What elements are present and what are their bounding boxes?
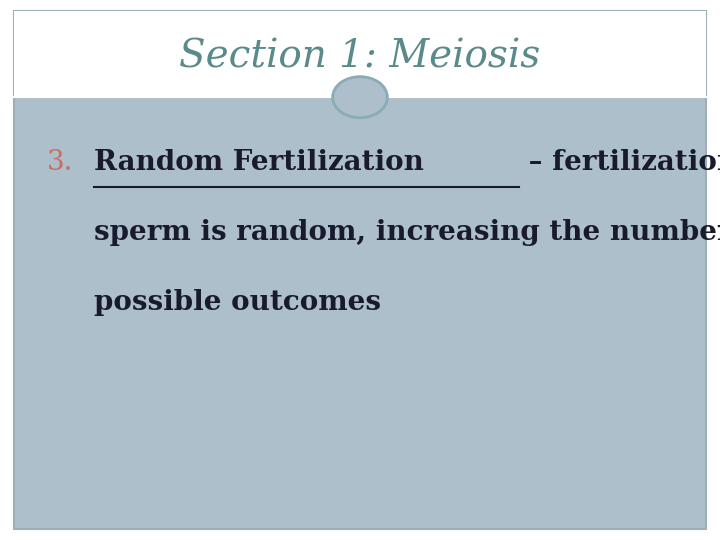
FancyBboxPatch shape: [14, 11, 706, 97]
Text: Random Fertilization: Random Fertilization: [94, 148, 423, 176]
Text: possible outcomes: possible outcomes: [94, 289, 381, 316]
Text: 3.: 3.: [47, 148, 73, 176]
Circle shape: [333, 77, 387, 118]
FancyBboxPatch shape: [14, 11, 706, 529]
Text: – fertilization of an egg by a: – fertilization of an egg by a: [519, 148, 720, 176]
Text: Section 1: Meiosis: Section 1: Meiosis: [179, 38, 541, 75]
Text: sperm is random, increasing the number of: sperm is random, increasing the number o…: [94, 219, 720, 246]
